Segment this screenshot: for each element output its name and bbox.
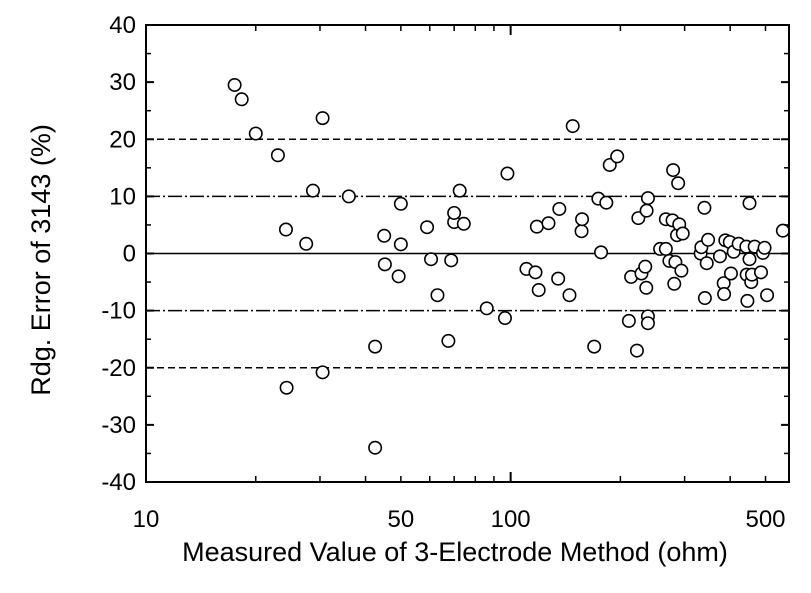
- data-point: [234, 92, 249, 107]
- data-point: [697, 291, 712, 306]
- data-point: [315, 365, 330, 380]
- x-axis-title: Measured Value of 3-Electrode Method (oh…: [182, 537, 728, 567]
- x-tick-label: 500: [745, 506, 785, 533]
- y-tick-label: 10: [109, 183, 136, 210]
- data-point: [562, 288, 577, 303]
- y-tick-label: -20: [101, 355, 136, 382]
- data-point: [551, 271, 566, 286]
- data-point: [430, 288, 445, 303]
- data-point: [760, 288, 775, 303]
- data-point: [757, 240, 772, 255]
- data-point: [377, 257, 392, 272]
- data-point: [712, 249, 727, 264]
- x-tick-label: 100: [491, 506, 531, 533]
- data-point: [447, 205, 462, 220]
- data-point: [640, 316, 655, 331]
- data-point: [594, 245, 609, 260]
- data-point: [639, 280, 654, 295]
- x-tick-label: 10: [133, 506, 160, 533]
- data-point: [587, 339, 602, 354]
- data-point: [552, 201, 567, 216]
- data-point: [599, 195, 614, 210]
- data-point: [444, 253, 459, 268]
- data-point: [500, 166, 515, 181]
- data-point: [420, 220, 435, 235]
- data-point: [639, 203, 654, 218]
- data-point: [456, 216, 471, 231]
- data-point: [742, 196, 757, 211]
- data-point: [629, 343, 644, 358]
- data-point: [452, 183, 467, 198]
- data-point: [270, 148, 285, 163]
- data-point: [391, 269, 406, 284]
- data-point: [341, 189, 356, 204]
- y-tick-label: -10: [101, 298, 136, 325]
- data-point: [740, 293, 755, 308]
- data-point: [753, 265, 768, 280]
- data-point: [441, 333, 456, 348]
- data-point: [675, 226, 690, 241]
- data-point: [424, 252, 439, 267]
- data-point: [299, 236, 314, 251]
- reference-lines: [146, 138, 789, 369]
- data-point: [674, 263, 689, 278]
- y-axis-title: Rdg. Error of 3143 (%): [26, 124, 56, 396]
- data-point: [305, 183, 320, 198]
- data-point: [248, 126, 263, 141]
- data-points: [227, 77, 790, 455]
- y-tick-label: 0: [123, 241, 136, 268]
- data-point: [315, 111, 330, 126]
- data-point: [529, 219, 544, 234]
- y-tick-label: 20: [109, 126, 136, 153]
- data-point: [701, 232, 716, 247]
- data-point: [393, 237, 408, 252]
- data-point: [497, 311, 512, 326]
- y-tick-label: 40: [109, 12, 136, 39]
- data-point: [621, 313, 636, 328]
- data-point: [279, 380, 294, 395]
- data-point: [393, 196, 408, 211]
- data-point: [666, 163, 681, 178]
- data-point: [640, 191, 655, 206]
- data-point: [610, 149, 625, 164]
- data-point: [667, 276, 682, 291]
- data-point: [368, 339, 383, 354]
- data-point: [671, 176, 686, 191]
- data-point: [658, 241, 673, 256]
- data-point: [479, 301, 494, 316]
- data-point: [227, 77, 242, 92]
- data-point: [528, 265, 543, 280]
- data-point: [565, 119, 580, 134]
- y-tick-label: 30: [109, 69, 136, 96]
- data-point: [278, 222, 293, 237]
- data-point: [723, 266, 738, 281]
- data-point: [742, 252, 757, 267]
- data-point: [575, 212, 590, 227]
- data-point: [775, 223, 790, 238]
- data-point: [638, 259, 653, 274]
- x-tick-label: 50: [388, 506, 415, 533]
- y-tick-label: -40: [101, 469, 136, 496]
- y-tick-label: -30: [101, 412, 136, 439]
- data-point: [699, 256, 714, 271]
- x-axis: 10 50 100 500: [133, 25, 786, 533]
- y-axis: -40 -30 -20 -10 0 10 20 30 40: [101, 12, 789, 496]
- data-point: [574, 224, 589, 239]
- data-point: [717, 287, 732, 302]
- data-point: [531, 283, 546, 298]
- data-point: [697, 200, 712, 215]
- data-point: [377, 228, 392, 243]
- data-point: [368, 440, 383, 455]
- data-point: [541, 216, 556, 231]
